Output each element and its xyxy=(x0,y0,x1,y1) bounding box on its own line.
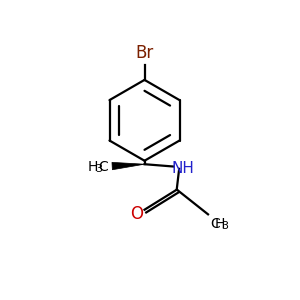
Text: O: O xyxy=(130,205,143,223)
Text: NH: NH xyxy=(172,161,195,176)
Text: 3: 3 xyxy=(221,221,228,231)
Text: 3: 3 xyxy=(95,164,102,174)
Text: H: H xyxy=(87,160,98,173)
Text: Br: Br xyxy=(135,44,154,62)
Text: H: H xyxy=(215,217,225,231)
Text: C: C xyxy=(210,217,220,231)
Text: C: C xyxy=(99,160,109,173)
Polygon shape xyxy=(112,162,145,170)
